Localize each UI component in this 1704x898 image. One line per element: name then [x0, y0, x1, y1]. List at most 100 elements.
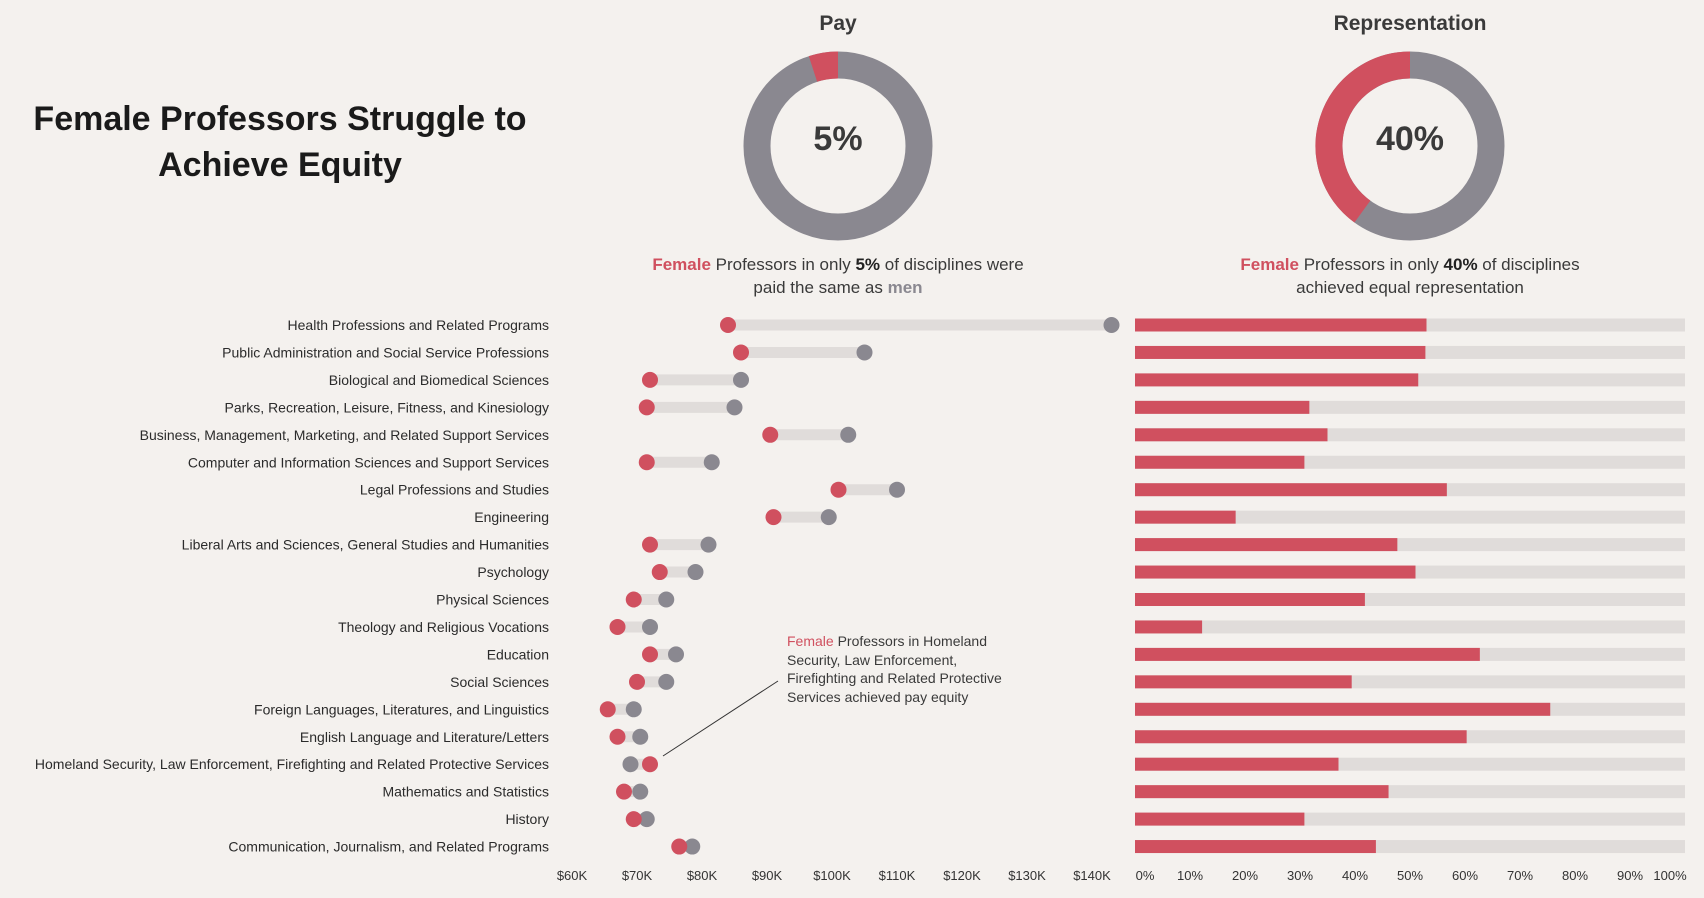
pay-dot-male — [687, 564, 704, 581]
category-label: History — [505, 811, 549, 827]
rep-x-tick-label: 70% — [1507, 868, 1533, 883]
rep-caption-female: Female — [1240, 255, 1299, 274]
pay-dot-male — [642, 618, 658, 635]
pay-dot-male — [632, 783, 649, 800]
rep-bar-female — [1135, 373, 1419, 387]
pay-dot-male — [658, 591, 675, 608]
x-axes: $60K $70K $80K $90K $100K $110K $120K $130K $140… — [557, 868, 1687, 883]
category-label: Communication, Journalism, and Related P… — [228, 839, 549, 855]
rep-bar-female — [1135, 400, 1310, 414]
rep-donut-female-arc — [1315, 51, 1411, 223]
pay-x-tick-label: $80K — [687, 868, 718, 883]
pay-caption: Female Professors in only 5% of discipli… — [628, 253, 1048, 299]
pay-dot-male — [889, 481, 905, 498]
annotation-leader-line — [662, 680, 779, 757]
rep-caption-part1: Professors in only — [1298, 255, 1444, 274]
rep-x-tick-label: 20% — [1232, 868, 1258, 883]
category-label: Physical Sciences — [436, 592, 549, 608]
pay-donut-title: Pay — [819, 12, 857, 35]
pay-dot-male — [700, 536, 717, 553]
pay-dot-male — [733, 371, 749, 388]
category-label: English Language and Literature/Letters — [300, 729, 549, 745]
pay-caption-part1: Professors in only — [710, 255, 856, 274]
pay-dot-male — [622, 756, 639, 773]
category-label: Education — [487, 646, 549, 662]
rep-x-tick-label: 0% — [1136, 868, 1155, 883]
title-line-2: Achieve Equity — [158, 146, 402, 184]
pay-x-tick-label: $70K — [622, 868, 653, 883]
rep-caption-line2: achieved equal representation — [1296, 278, 1524, 297]
pay-donut-label: 5% — [813, 120, 863, 158]
rep-bar-female — [1135, 675, 1352, 689]
category-label: Parks, Recreation, Leisure, Fitness, and… — [225, 399, 550, 415]
representation-bar-chart — [1135, 318, 1685, 854]
annotation: Female Professors in Homeland Security, … — [787, 632, 1017, 706]
pay-dot-male — [638, 811, 655, 828]
pay-dot-male — [658, 673, 675, 690]
page-title: Female Professors Struggle to Achieve Eq… — [20, 96, 540, 188]
category-label: Public Administration and Social Service… — [222, 344, 549, 360]
rep-donut-label: 40% — [1375, 120, 1445, 158]
pay-dot-female — [616, 783, 632, 800]
rep-caption-part2: of disciplines — [1477, 255, 1580, 274]
category-label: Theology and Religious Vocations — [338, 619, 549, 635]
pay-dot-female — [638, 399, 655, 416]
category-label: Computer and Information Sciences and Su… — [188, 454, 549, 470]
rep-bar-female — [1135, 702, 1551, 716]
category-label: Social Sciences — [450, 674, 549, 690]
pay-dot-male — [668, 646, 684, 663]
rep-bar-female — [1135, 565, 1416, 579]
rep-bar-female — [1135, 483, 1447, 497]
pay-dot-male — [726, 399, 743, 416]
rep-bar-female — [1135, 785, 1389, 799]
rep-bar-track — [1135, 620, 1685, 634]
pay-x-tick-label: $110K — [879, 868, 916, 883]
rep-bar-female — [1135, 840, 1376, 854]
category-label: Business, Management, Marketing, and Rel… — [140, 427, 549, 443]
pay-dot-female — [671, 838, 688, 855]
rep-x-tick-label: 90% — [1617, 868, 1643, 883]
rep-x-tick-label: 10% — [1177, 868, 1203, 883]
rep-bar-female — [1135, 593, 1365, 606]
category-label: Legal Professions and Studies — [360, 482, 549, 498]
category-label: Foreign Languages, Literatures, and Ling… — [254, 701, 549, 717]
pay-donut-female-arc — [808, 51, 839, 82]
pay-dot-male — [1103, 317, 1120, 333]
pay-caption-male: men — [887, 278, 923, 297]
rep-bar-female — [1135, 757, 1339, 771]
pay-dot-female — [651, 564, 668, 581]
pay-caption-pct: 5% — [855, 255, 881, 274]
category-label: Psychology — [477, 564, 549, 580]
rep-bar-female — [1135, 538, 1398, 552]
pay-dot-female — [642, 756, 658, 773]
pay-x-tick-label: $90K — [752, 868, 783, 883]
pay-dot-male — [632, 728, 649, 745]
pay-dot-male — [703, 454, 720, 471]
pay-dot-female — [720, 317, 736, 333]
pay-caption-part2: of disciplines were — [880, 255, 1024, 274]
pay-dot-female — [599, 701, 616, 718]
rep-caption: Female Professors in only 40% of discipl… — [1200, 253, 1620, 299]
pay-x-tick-label: $130K — [1008, 868, 1046, 883]
category-label: Engineering — [474, 509, 549, 525]
rep-x-tick-label: 60% — [1452, 868, 1478, 883]
pay-dot-female — [609, 618, 626, 635]
pay-dot-female — [629, 673, 645, 690]
category-label: Homeland Security, Law Enforcement, Fire… — [35, 756, 549, 772]
pay-dot-male — [684, 838, 701, 855]
pay-dot-male — [820, 509, 837, 526]
rep-x-tick-label: 80% — [1562, 868, 1588, 883]
rep-bar-female — [1135, 730, 1467, 744]
rep-bar-track — [1135, 510, 1685, 524]
pay-x-tick-label: $60K — [557, 868, 588, 883]
pay-dot-male — [840, 426, 857, 443]
pay-donut — [743, 51, 933, 241]
pay-dot-female — [625, 591, 642, 608]
pay-dumbbell-chart — [599, 317, 1120, 855]
pay-dot-female — [642, 646, 658, 663]
category-label: Liberal Arts and Sciences, General Studi… — [182, 537, 549, 553]
rep-bar-female — [1135, 345, 1426, 359]
rep-caption-pct: 40% — [1443, 255, 1478, 274]
pay-dot-female — [762, 426, 779, 443]
